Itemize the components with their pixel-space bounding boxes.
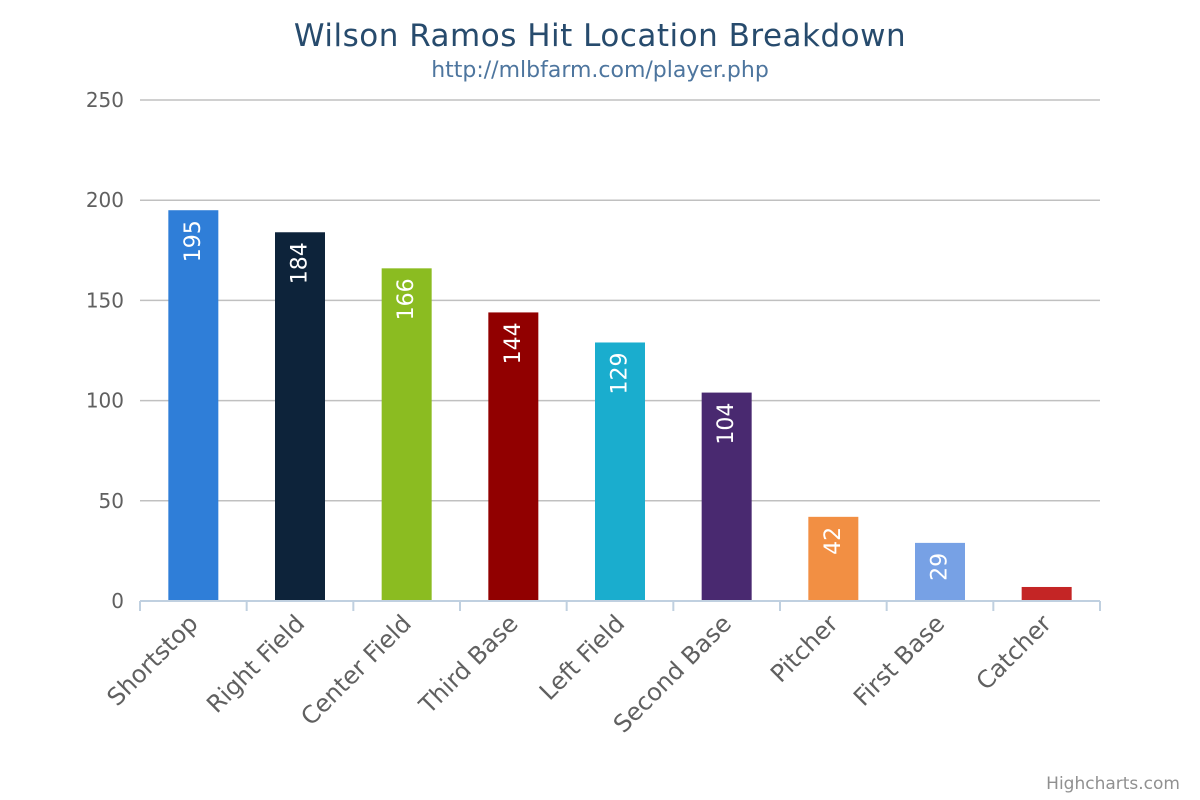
data-label: 184 — [288, 242, 313, 284]
data-label: 129 — [608, 352, 633, 394]
data-label: 195 — [181, 220, 206, 262]
x-tick-label: First Base — [848, 609, 950, 711]
y-tick-label: 50 — [99, 489, 124, 513]
data-label: 166 — [394, 278, 419, 320]
y-tick-label: 100 — [86, 389, 124, 413]
data-label: 29 — [928, 553, 953, 581]
data-label: 42 — [821, 527, 846, 555]
bars — [168, 210, 1072, 601]
y-tick-label: 250 — [86, 88, 124, 112]
x-tick-label: Pitcher — [765, 609, 844, 688]
data-label: 144 — [501, 322, 526, 364]
x-tick-label: Shortstop — [102, 609, 204, 711]
bar — [808, 516, 859, 601]
credits-link[interactable]: Highcharts.com — [1046, 774, 1180, 794]
x-axis — [139, 600, 1101, 611]
bar — [595, 342, 645, 601]
bar — [275, 232, 325, 601]
x-tick-label: Catcher — [971, 609, 1057, 695]
bar — [701, 392, 752, 601]
chart-subtitle[interactable]: http://mlbfarm.com/player.php — [431, 58, 769, 83]
chart-title: Wilson Ramos Hit Location Breakdown — [293, 18, 907, 54]
y-tick-label: 200 — [86, 188, 124, 212]
y-tick-label: 150 — [86, 288, 124, 312]
bar — [381, 268, 432, 601]
y-axis-labels: 0 50 100 150 200 250 — [86, 88, 124, 613]
x-tick-label: Right Field — [201, 609, 310, 718]
x-tick-label: Left Field — [534, 609, 630, 705]
x-tick-label: Third Base — [413, 609, 524, 720]
bar — [1021, 586, 1072, 601]
bar — [915, 542, 965, 601]
data-label: 104 — [714, 403, 739, 445]
bar — [168, 210, 219, 601]
bar — [488, 312, 539, 601]
x-tick-label: Center Field — [295, 609, 416, 730]
data-labels: 195 184 166 144 129 104 42 29 — [181, 220, 953, 581]
y-tick-label: 0 — [111, 589, 124, 613]
